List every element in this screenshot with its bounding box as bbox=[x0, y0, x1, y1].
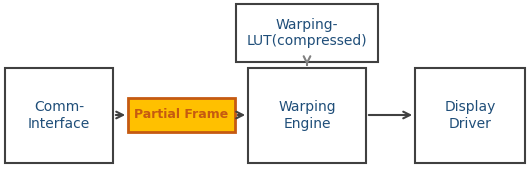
Text: Warping
Engine: Warping Engine bbox=[278, 100, 336, 131]
Bar bbox=[248, 68, 366, 163]
Text: Display
Driver: Display Driver bbox=[444, 100, 496, 131]
Bar bbox=[5, 68, 113, 163]
Text: Comm-
Interface: Comm- Interface bbox=[28, 100, 90, 131]
Text: Partial Frame: Partial Frame bbox=[135, 108, 228, 121]
Bar bbox=[236, 4, 378, 62]
Bar bbox=[415, 68, 525, 163]
Bar bbox=[128, 98, 235, 132]
Text: Warping-
LUT(compressed): Warping- LUT(compressed) bbox=[246, 18, 367, 48]
